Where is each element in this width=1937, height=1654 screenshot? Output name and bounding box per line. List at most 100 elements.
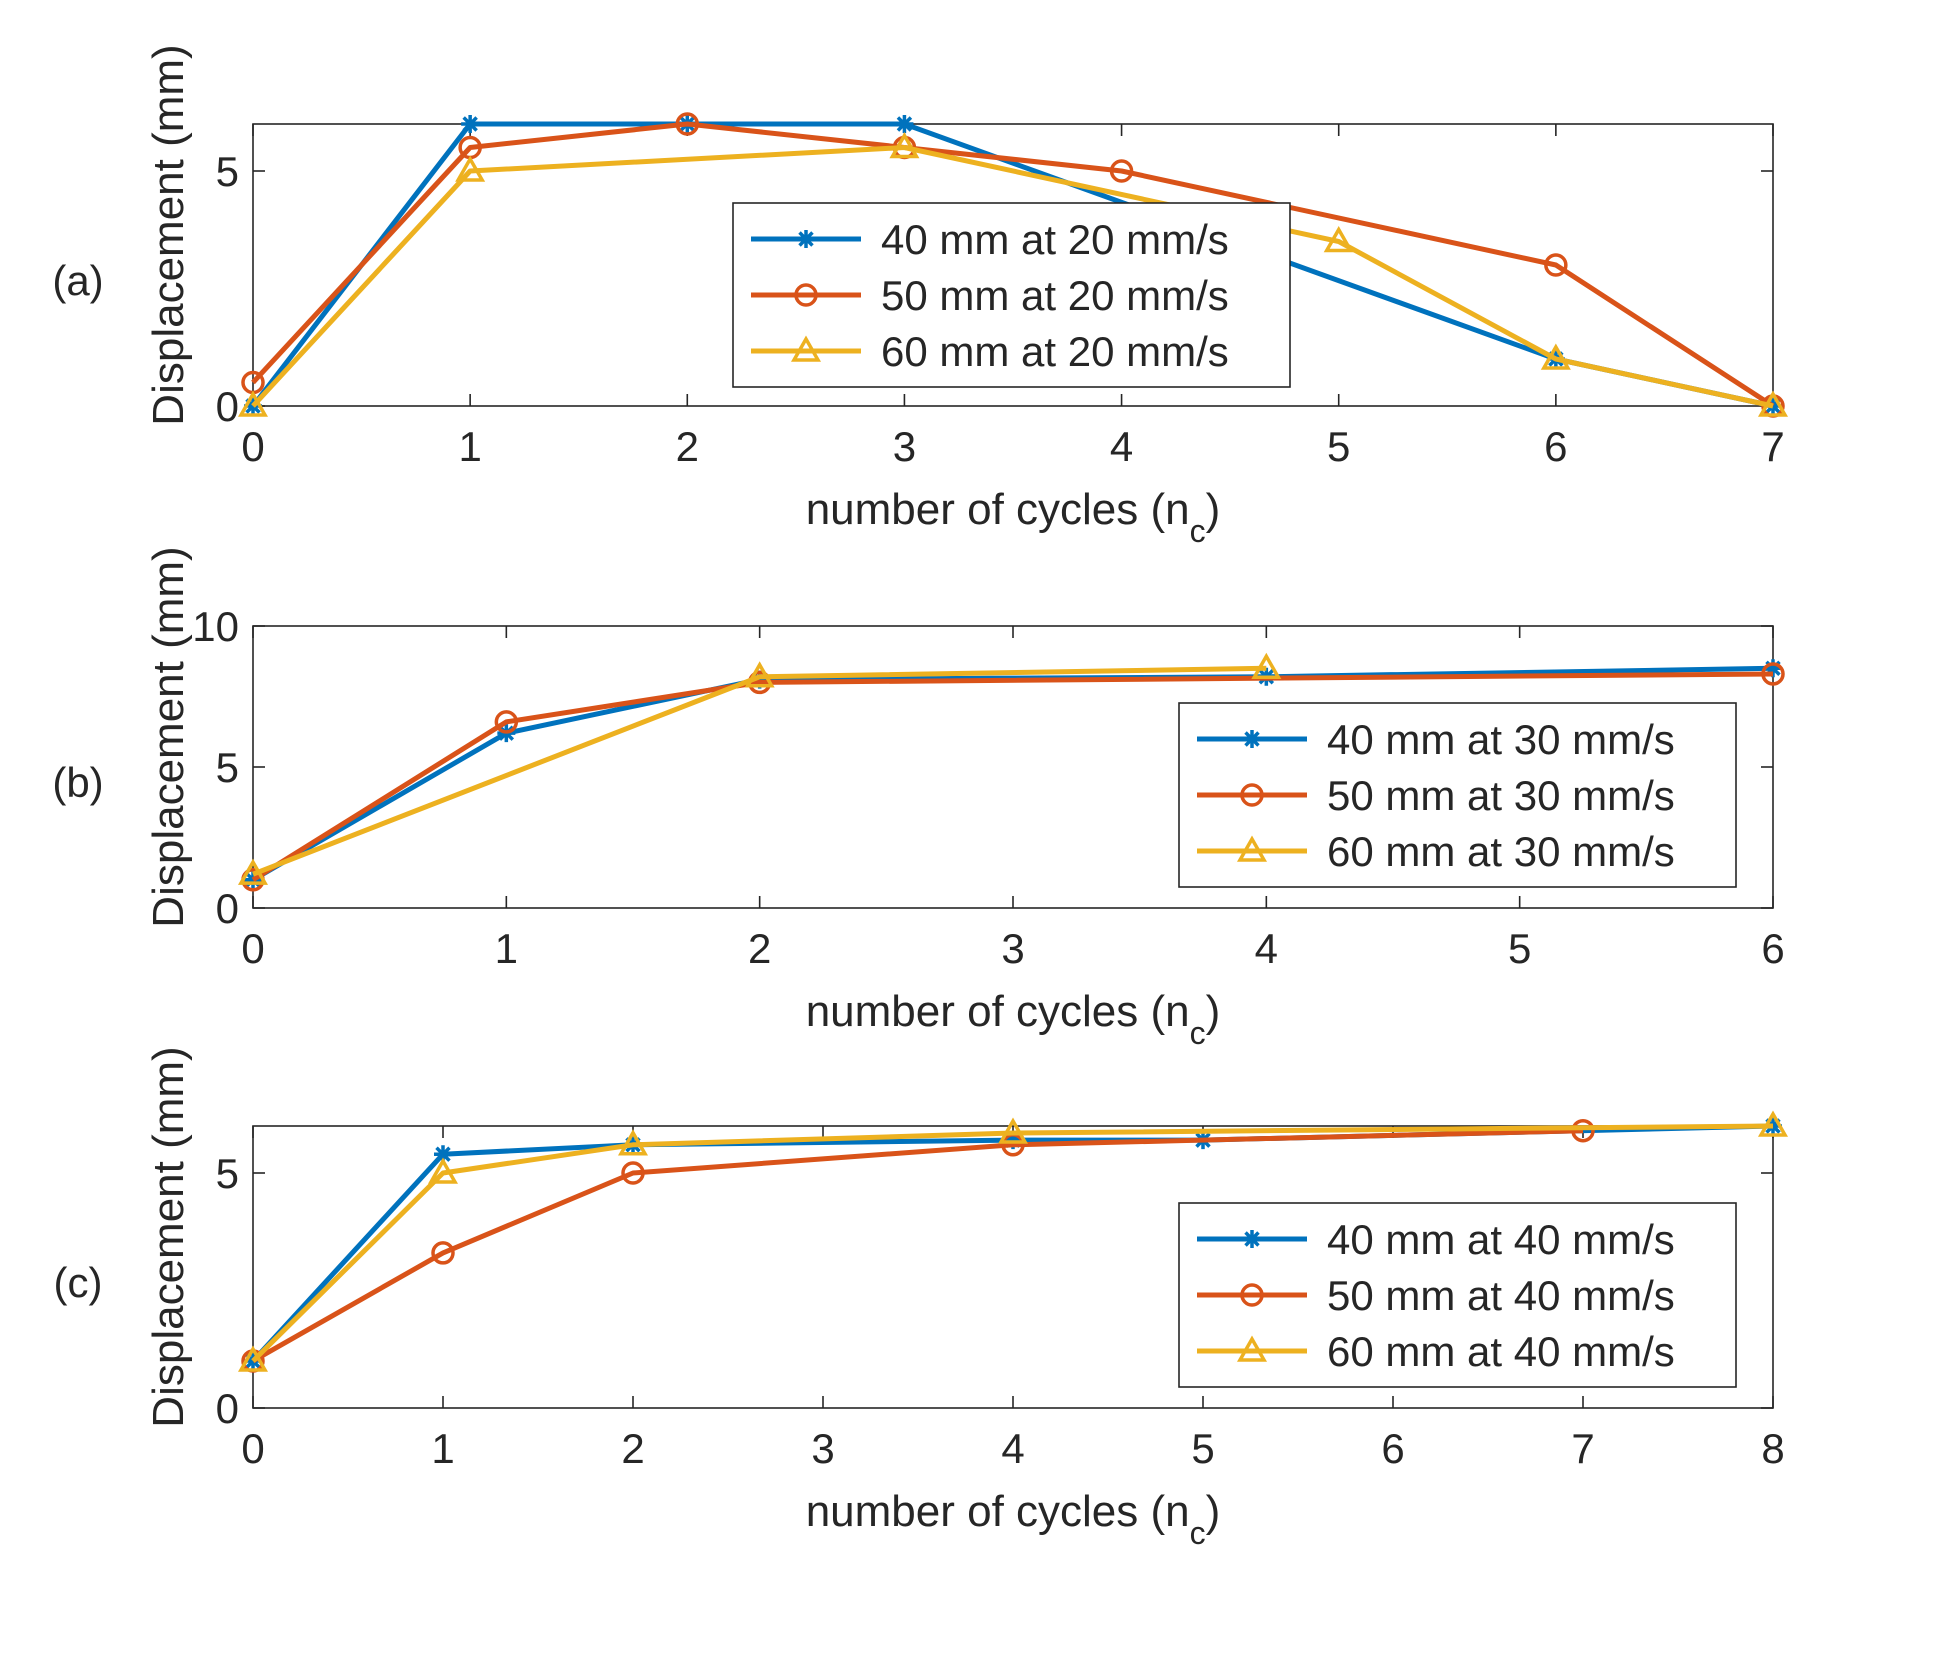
legend-marker-3 — [1236, 1335, 1268, 1362]
x-axis-label-subscript: c — [1190, 513, 1206, 549]
legend-marker-3 — [790, 335, 822, 362]
data-point-s1 — [434, 1145, 452, 1164]
y-tick-label: 0 — [216, 885, 239, 932]
x-axis-label-subscript: c — [1190, 1515, 1206, 1551]
x-tick-label: 6 — [1761, 925, 1784, 972]
legend-marker-1 — [1243, 730, 1261, 748]
x-axis-label-main: number of cycles (n — [806, 987, 1190, 1036]
data-point-s2 — [621, 1161, 645, 1185]
panel-label: (b) — [52, 759, 103, 806]
data-point-s3 — [1323, 225, 1354, 253]
data-point-s3 — [997, 1117, 1029, 1144]
legend-entry-2: 50 mm at 40 mm/s — [1327, 1272, 1675, 1319]
y-tick-label: 5 — [216, 148, 239, 195]
data-point-s3 — [617, 1129, 649, 1156]
legend-entry-3: 60 mm at 30 mm/s — [1327, 828, 1675, 875]
x-tick-label: 2 — [676, 423, 699, 470]
x-tick-label: 1 — [495, 925, 518, 972]
y-axis-label: Displacement (mm) — [144, 44, 193, 425]
legend-marker-3 — [1236, 835, 1268, 862]
data-point-s2 — [1544, 253, 1568, 277]
data-point-s2 — [431, 1241, 455, 1265]
legend-marker-2 — [1240, 783, 1264, 807]
y-tick-label: 0 — [216, 1385, 239, 1432]
data-point-s3 — [237, 1345, 269, 1372]
data-point-s3 — [455, 155, 486, 182]
legend-marker-1 — [1243, 1230, 1261, 1248]
data-point-s1 — [750, 670, 769, 689]
x-axis-label: number of cycles (nc) — [806, 987, 1221, 1051]
legend: 40 mm at 40 mm/s 50 mm at 40 mm/s 60 mm at… — [1178, 1202, 1737, 1388]
x-tick-label: 6 — [1544, 423, 1567, 470]
panel-label: (c) — [54, 1259, 103, 1306]
x-axis-label-end: ) — [1206, 987, 1221, 1036]
panel-label: (a) — [52, 257, 103, 304]
y-axis-label: Displacement (mm) — [144, 546, 193, 927]
y-tick-label: 0 — [216, 383, 239, 430]
legend-entry-3: 60 mm at 20 mm/s — [881, 328, 1229, 375]
x-tick-label: 4 — [1001, 1425, 1024, 1472]
legend: 40 mm at 20 mm/s 50 mm at 20 mm/s 60 mm at… — [732, 202, 1291, 388]
x-tick-label: 6 — [1381, 1425, 1404, 1472]
data-point-s3 — [744, 661, 775, 688]
series-line-2 — [251, 1128, 1584, 1364]
legend-entry-3: 60 mm at 40 mm/s — [1327, 1328, 1675, 1375]
data-point-s1 — [895, 115, 914, 133]
x-tick-label: 1 — [458, 423, 481, 470]
data-point-s2 — [494, 710, 519, 734]
legend-entry-2: 50 mm at 20 mm/s — [881, 272, 1229, 319]
legend-entry-1: 40 mm at 30 mm/s — [1327, 716, 1675, 763]
series-group — [237, 112, 1789, 418]
x-tick-label: 5 — [1508, 925, 1531, 972]
data-point-s2 — [1761, 662, 1785, 686]
y-axis-label: Displacement (mm) — [144, 1046, 193, 1427]
chart-panel-2: 0 1 2 3 4 5 6 0 5 10 number of cycles (nc) Displace… — [52, 546, 1785, 1051]
x-axis-label: number of cycles (nc) — [806, 485, 1221, 549]
data-point-s3 — [1757, 1110, 1789, 1137]
legend: 40 mm at 30 mm/s 50 mm at 30 mm/s 60 mm at… — [1178, 702, 1737, 888]
legend-marker-2 — [1240, 1283, 1264, 1307]
series-line-3 — [251, 145, 1774, 409]
x-tick-label: 8 — [1761, 1425, 1784, 1472]
data-point-s1 — [1004, 1131, 1022, 1150]
x-tick-label: 7 — [1571, 1425, 1594, 1472]
data-point-s3 — [1540, 343, 1571, 370]
x-tick-label: 3 — [811, 1425, 834, 1472]
data-point-s1 — [1764, 659, 1782, 678]
x-tick-label: 2 — [621, 1425, 644, 1472]
data-point-s2 — [1109, 159, 1134, 183]
series-line-3 — [251, 1123, 1774, 1363]
legend-entry-1: 40 mm at 40 mm/s — [1327, 1216, 1675, 1263]
x-tick-label: 3 — [1001, 925, 1024, 972]
x-tick-label: 1 — [431, 1425, 454, 1472]
series-group — [237, 1110, 1789, 1373]
x-tick-label: 7 — [1761, 423, 1784, 470]
x-axis-label-main: number of cycles (n — [806, 485, 1190, 534]
data-point-s2 — [675, 112, 700, 136]
y-tick-label: 10 — [192, 603, 239, 650]
y-tick-label: 5 — [216, 1150, 239, 1197]
x-tick-label: 0 — [241, 1425, 264, 1472]
x-tick-label: 4 — [1110, 423, 1133, 470]
x-axis-label-end: ) — [1206, 1487, 1221, 1536]
x-tick-label: 2 — [748, 925, 771, 972]
data-point-s2 — [1571, 1118, 1595, 1143]
series-group — [237, 652, 1785, 892]
chart-panel-1: 0 1 2 3 4 5 6 7 0 5 number of cycles (nc) Displacem… — [52, 44, 1789, 549]
x-tick-label: 0 — [241, 423, 264, 470]
legend-entry-1: 40 mm at 20 mm/s — [881, 216, 1229, 263]
y-tick-label: 5 — [216, 744, 239, 791]
data-point-s3 — [237, 858, 269, 885]
data-point-s3 — [889, 131, 920, 159]
series-line-3 — [252, 665, 1267, 877]
x-tick-label: 3 — [893, 423, 916, 470]
x-tick-label: 4 — [1255, 925, 1278, 972]
x-tick-label: 5 — [1191, 1425, 1214, 1472]
data-point-s3 — [1251, 652, 1282, 680]
legend-marker-1 — [797, 230, 815, 248]
x-axis-label-end: ) — [1206, 485, 1221, 534]
x-axis-label-subscript: c — [1190, 1015, 1206, 1051]
x-axis-label-main: number of cycles (n — [806, 1487, 1190, 1536]
